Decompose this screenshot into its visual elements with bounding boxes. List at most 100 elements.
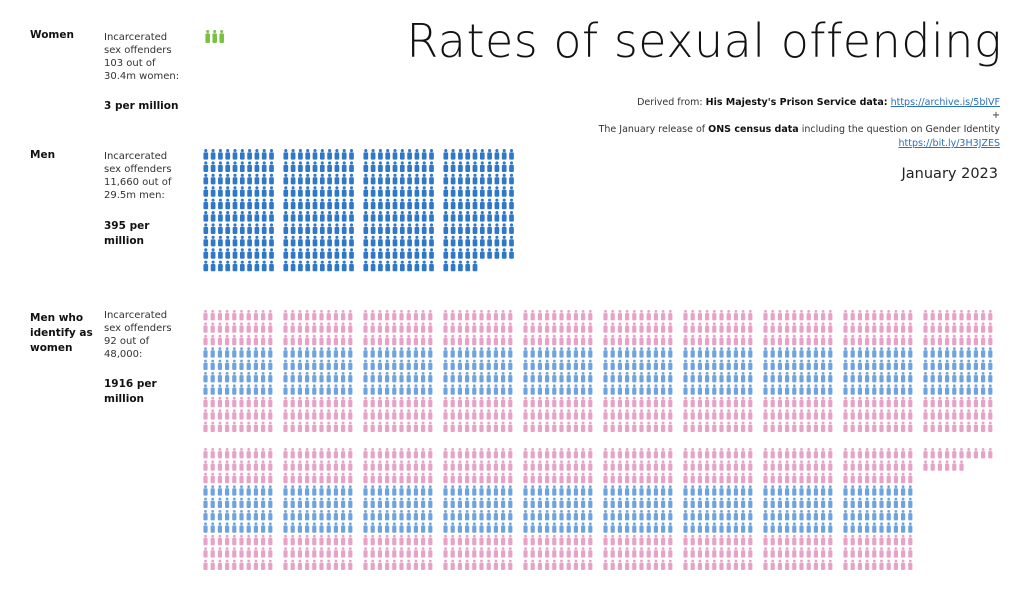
person-icon xyxy=(378,186,383,197)
person-icon xyxy=(566,347,571,358)
person-icon xyxy=(523,472,528,484)
person-icon xyxy=(566,421,571,432)
person-icon xyxy=(225,235,231,247)
person-icon xyxy=(334,198,340,210)
person-icon xyxy=(443,198,449,210)
person-icon xyxy=(370,149,376,160)
person-icon xyxy=(326,372,331,383)
person-icon xyxy=(450,497,455,508)
person-icon xyxy=(479,372,484,383)
person-icon xyxy=(472,359,477,370)
person-icon xyxy=(857,485,862,496)
person-icon xyxy=(479,522,484,533)
person-icon xyxy=(334,211,340,222)
person-icon xyxy=(777,421,782,432)
person-icon xyxy=(697,310,702,321)
person-icon xyxy=(239,460,244,471)
person-icon xyxy=(348,510,353,521)
person-icon xyxy=(690,409,695,420)
person-icon xyxy=(886,396,891,408)
person-icon xyxy=(537,534,542,546)
person-icon xyxy=(901,372,906,383)
person-icon xyxy=(305,460,310,471)
person-icon xyxy=(458,248,463,259)
person-icon xyxy=(850,347,855,358)
person-icon xyxy=(646,522,651,533)
prison-data-link[interactable]: https://archive.is/5blVF xyxy=(890,97,1000,108)
person-icon xyxy=(588,421,593,432)
person-icon xyxy=(406,547,411,558)
person-icon xyxy=(705,559,710,570)
person-icon xyxy=(930,396,935,408)
person-icon xyxy=(705,310,710,321)
person-icon xyxy=(479,310,484,321)
person-icon xyxy=(406,322,411,333)
person-icon xyxy=(683,359,688,370)
person-icon xyxy=(217,472,222,484)
person-icon xyxy=(268,448,273,459)
person-icon xyxy=(879,384,884,395)
person-icon xyxy=(253,384,258,395)
person-icon xyxy=(493,497,498,508)
person-icon xyxy=(290,421,295,432)
person-icon xyxy=(545,522,550,533)
person-icon xyxy=(559,534,564,546)
person-icon xyxy=(421,161,427,172)
person-icon xyxy=(639,359,644,370)
person-icon xyxy=(733,497,738,508)
person-icon xyxy=(792,409,797,420)
group-label-men: Men xyxy=(30,149,56,161)
person-icon xyxy=(581,547,586,558)
person-icon xyxy=(806,497,811,508)
person-icon xyxy=(472,260,478,272)
label-line: women xyxy=(30,342,73,354)
person-icon xyxy=(813,472,818,484)
person-icon xyxy=(246,396,251,408)
person-icon xyxy=(465,359,470,370)
person-icon xyxy=(857,409,862,420)
person-icon xyxy=(486,559,491,570)
person-icon xyxy=(225,522,230,533)
source-line-prison: Derived from: His Majesty's Prison Servi… xyxy=(560,96,1000,109)
person-icon xyxy=(377,334,382,346)
person-icon xyxy=(603,409,608,420)
person-icon xyxy=(843,485,848,496)
person-icon xyxy=(210,372,215,383)
person-icon xyxy=(305,334,310,346)
person-icon xyxy=(363,396,368,408)
person-icon xyxy=(232,223,238,234)
person-icon xyxy=(545,485,550,496)
person-icon xyxy=(239,198,245,210)
person-icon xyxy=(886,510,891,521)
person-icon xyxy=(217,421,222,432)
person-icon xyxy=(333,334,338,346)
person-icon xyxy=(610,460,615,471)
person-icon xyxy=(421,347,426,358)
person-icon xyxy=(792,448,797,459)
person-icon xyxy=(792,347,797,358)
person-icon xyxy=(865,522,870,533)
census-data-link[interactable]: https://bit.ly/3H3JZES xyxy=(898,138,1000,149)
person-icon xyxy=(537,359,542,370)
person-icon xyxy=(421,559,426,570)
person-icon xyxy=(850,472,855,484)
person-icon xyxy=(341,485,346,496)
person-icon xyxy=(290,460,295,471)
person-icon xyxy=(566,310,571,321)
person-icon xyxy=(828,359,833,370)
person-icon xyxy=(392,409,397,420)
person-icon xyxy=(377,510,382,521)
person-icon xyxy=(901,534,906,546)
person-icon xyxy=(218,235,223,247)
person-icon xyxy=(225,347,230,358)
person-icon xyxy=(973,359,978,370)
person-icon xyxy=(268,559,273,570)
person-icon xyxy=(399,173,405,185)
person-icon xyxy=(573,448,578,459)
person-icon xyxy=(719,384,724,395)
person-icon xyxy=(363,310,368,321)
person-icon xyxy=(239,472,244,484)
person-icon xyxy=(509,223,514,234)
person-icon xyxy=(385,559,390,570)
person-icon xyxy=(443,149,449,160)
